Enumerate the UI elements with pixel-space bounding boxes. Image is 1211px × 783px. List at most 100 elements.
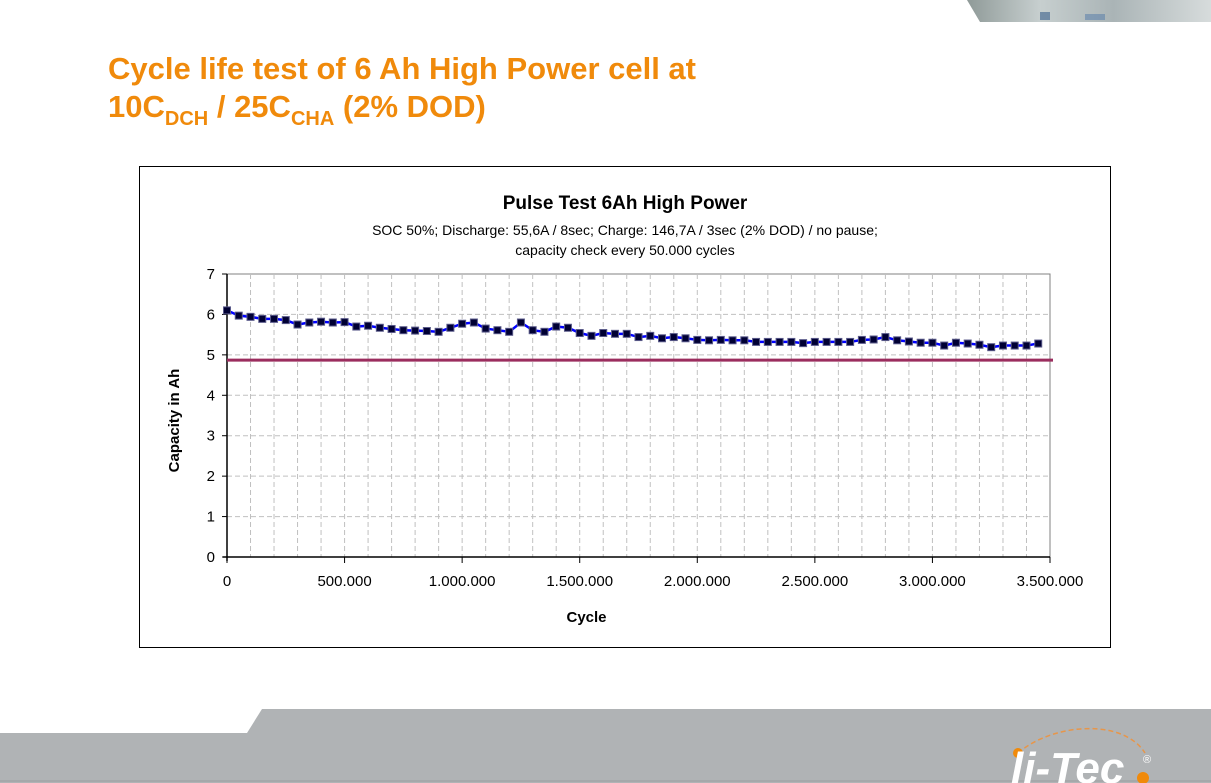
data-point-marker [246,312,255,321]
data-point-marker [599,329,608,338]
data-point-marker [552,322,561,331]
data-point-marker [799,339,808,348]
data-point-marker [352,322,361,331]
data-point-marker [740,336,749,345]
data-point-marker [810,337,819,346]
x-axis-title: Cycle [566,609,606,626]
x-tick-label: 0 [223,573,231,590]
slide-title: Cycle life test of 6 Ah High Power cell … [108,50,696,129]
data-point-marker [528,326,537,335]
y-tick-label: 2 [207,468,215,485]
y-tick-label: 6 [207,306,215,323]
line-chart-plot: 0 1 2 3 4 5 6 7 0 500.000 1.000.000 1.500.000 2.000.… [166,266,1084,626]
data-point-marker [998,341,1007,350]
title-discharge-sub: DCH [164,108,209,130]
data-point-marker [446,323,455,332]
x-tick-label: 1.000.000 [429,573,496,590]
y-tick-label: 4 [207,387,215,404]
data-point-marker [940,341,949,350]
plot-area [226,273,1051,558]
y-tick-label: 3 [207,428,215,445]
x-tick-label: 500.000 [317,573,371,590]
y-tick-label: 1 [207,509,215,526]
data-point-marker [963,339,972,348]
title-charge-rate: 25C [234,89,291,124]
header-photo-strip [967,0,1211,22]
chart-subtitle: SOC 50%; Discharge: 55,6A / 8sec; Charge… [140,220,1110,260]
data-point-marker [375,323,384,332]
chart-container: Pulse Test 6Ah High Power SOC 50%; Disch… [139,166,1111,648]
data-point-marker [258,314,267,323]
data-point-marker [422,327,431,336]
data-point-marker [540,327,549,336]
data-point-marker [305,318,314,327]
data-point-marker [563,323,572,332]
data-point-marker [634,333,643,342]
data-point-marker [975,340,984,349]
data-point-marker [693,335,702,344]
slide-title-line2: 10CDCH / 25CCHA (2% DOD) [108,88,696,129]
data-point-marker [270,314,279,323]
x-tick-label: 2.500.000 [781,573,848,590]
y-tick-label: 5 [207,347,215,364]
data-point-marker [223,306,231,315]
li-tec-logo: li-Tec ® [1011,727,1151,783]
chart-subtitle-line1: SOC 50%; Discharge: 55,6A / 8sec; Charge… [372,222,878,238]
data-point-marker [752,337,761,346]
data-point-marker [916,338,925,347]
data-point-marker [705,336,714,345]
data-point-marker [728,336,737,345]
data-point-marker [646,331,655,340]
data-point-marker [1022,341,1031,350]
x-tick-label: 3.000.000 [899,573,966,590]
data-point-marker [846,337,855,346]
data-point-marker [493,326,502,335]
chart-subtitle-line2: capacity check every 50.000 cycles [515,242,735,258]
data-point-marker [234,311,243,320]
data-point-marker [869,335,878,344]
data-point-marker [587,331,596,340]
data-point-marker [775,337,784,346]
footer-band [0,709,1211,783]
title-separator: / [208,89,235,124]
data-point-marker [658,334,667,343]
title-charge-sub: CHA [290,108,335,130]
x-tick-label: 1.500.000 [546,573,613,590]
data-point-marker [340,318,349,327]
data-point-marker [575,329,584,338]
data-point-marker [281,316,290,325]
data-point-marker [399,326,408,335]
data-point-marker [387,324,396,333]
title-discharge-rate: 10C [108,89,165,124]
data-point-marker [622,329,631,338]
data-point-marker [516,318,525,327]
data-point-marker [317,317,326,326]
data-point-marker [787,337,796,346]
data-point-marker [822,337,831,346]
data-point-marker [469,318,478,327]
data-point-marker [610,329,619,338]
data-point-marker [434,327,443,336]
data-point-marker [505,327,514,336]
data-point-marker [857,335,866,344]
data-point-marker [293,320,302,329]
y-axis-title: Capacity in Ah [166,369,183,473]
data-point-marker [328,318,337,327]
logo-text: li-Tec [1011,744,1124,783]
data-point-marker [1034,339,1043,348]
data-point-marker [669,333,678,342]
x-tick-label: 3.500.000 [1017,573,1084,590]
data-point-marker [458,319,467,328]
y-tick-label: 7 [207,266,215,283]
data-point-marker [928,338,937,347]
data-point-marker [763,337,772,346]
x-tick-label: 2.000.000 [664,573,731,590]
data-point-marker [681,334,690,343]
data-point-marker [881,333,890,342]
data-point-marker [411,326,420,335]
title-dod: (2% DOD) [334,89,486,124]
data-point-marker [987,343,996,352]
data-point-marker [1010,341,1019,350]
data-point-marker [834,337,843,346]
data-point-marker [893,336,902,345]
